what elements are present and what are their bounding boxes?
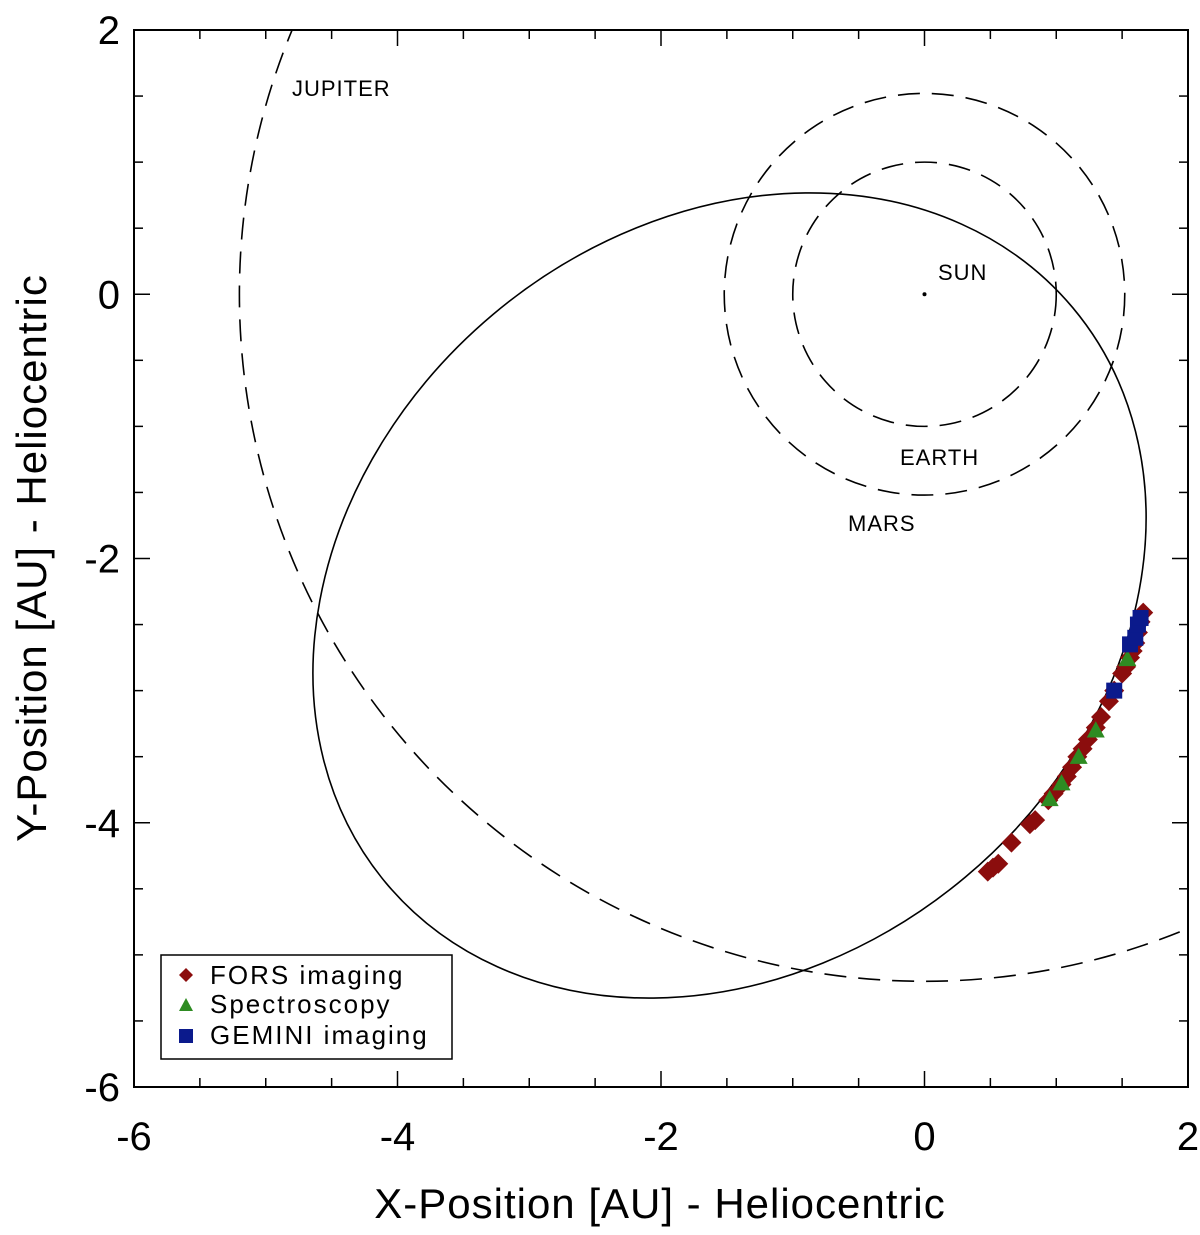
legend-triangle-marker [179, 998, 193, 1011]
point-spectroscopy [1118, 649, 1137, 667]
point-spectroscopy [1040, 789, 1059, 807]
x-tick-label: -6 [116, 1115, 152, 1159]
orbit-jupiter [238, 30, 1188, 982]
legend-label-fors: FORS imaging [210, 960, 405, 990]
y-axis-title: Y-Position [AU] - Heliocentric [8, 274, 55, 842]
x-axis-title: X-Position [AU] - Heliocentric [374, 1180, 946, 1227]
jupiter-label: JUPITER [292, 76, 391, 101]
object-orbit [312, 192, 1147, 999]
legend-box [160, 954, 453, 1060]
point-fors-imaging [988, 853, 1009, 874]
x-tick-label: 2 [1177, 1115, 1199, 1159]
orbit-earth [791, 161, 1058, 428]
legend: FORS imaging Spectroscopy GEMINI imaging [160, 954, 453, 1060]
legend-label-gemini: GEMINI imaging [210, 1020, 429, 1050]
y-tick-label: 0 [98, 273, 120, 317]
point-spectroscopy [1052, 774, 1071, 791]
sun-label: SUN [938, 260, 987, 285]
point-fors-imaging [1025, 810, 1046, 831]
x-tick-label: -4 [380, 1115, 416, 1159]
point-gemini-imaging [1106, 682, 1123, 699]
orbit-mars [723, 92, 1126, 496]
y-tick-label: -4 [84, 802, 120, 846]
planet-orbits [238, 30, 1188, 982]
axis-tick-labels: -6 -4 -2 0 2 2 0 -2 -4 -6 [84, 9, 1199, 1159]
y-tick-label: -2 [84, 538, 120, 582]
legend-square-marker [179, 1029, 193, 1043]
x-tick-label: 0 [913, 1115, 935, 1159]
mars-label: MARS [848, 511, 916, 536]
point-gemini-imaging [1127, 629, 1144, 646]
y-tick-label: -6 [84, 1066, 120, 1110]
observation-points [977, 602, 1154, 882]
y-tick-label: 2 [98, 9, 120, 53]
point-spectroscopy [1086, 721, 1105, 738]
legend-label-spectroscopy: Spectroscopy [210, 989, 392, 1019]
legend-diamond-marker [179, 968, 193, 982]
point-gemini-imaging [1132, 609, 1149, 626]
point-fors-imaging [1001, 832, 1022, 853]
earth-label: EARTH [900, 445, 979, 470]
x-tick-label: -2 [643, 1115, 679, 1159]
sun-marker [922, 292, 927, 297]
axis-ticks [133, 29, 1189, 1088]
point-spectroscopy [1069, 747, 1088, 764]
